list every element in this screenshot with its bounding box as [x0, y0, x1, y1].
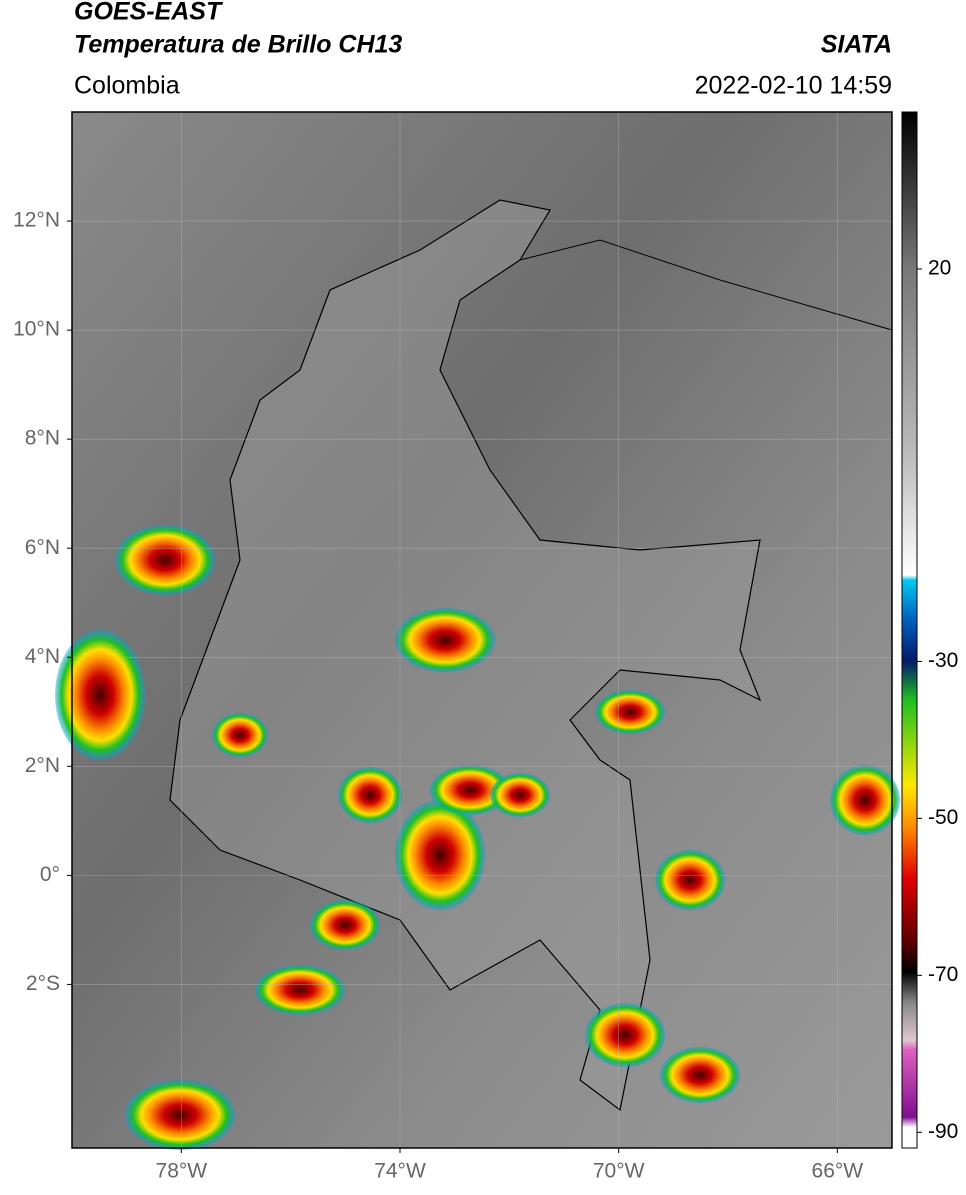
storm — [338, 767, 402, 823]
colorbar-tick-label: -50 — [928, 806, 958, 829]
map — [55, 112, 900, 1150]
colorbar — [901, 111, 918, 1149]
storm — [830, 765, 900, 835]
storm — [660, 1047, 740, 1103]
datetime: 2022-02-10 14:59 — [695, 72, 892, 100]
storm — [55, 630, 145, 760]
x-tick-label: 66°W — [812, 1160, 864, 1183]
y-tick-label: 8°N — [25, 427, 60, 450]
x-tick-label: 74°W — [374, 1160, 426, 1183]
storm — [212, 713, 268, 757]
y-tick-label: 2°N — [25, 754, 60, 777]
storm — [490, 773, 550, 817]
colorbar-tick-label: -30 — [928, 649, 958, 672]
colorbar-tick-label: -70 — [928, 963, 958, 986]
colorbar-tick-label: -90 — [928, 1120, 958, 1143]
y-tick-label: 4°N — [25, 645, 60, 668]
storm — [430, 765, 510, 815]
source: SIATA — [821, 31, 892, 59]
storm — [655, 850, 725, 910]
storm — [595, 690, 665, 734]
y-tick-label: 10°N — [13, 318, 60, 341]
y-tick-label: 2°S — [26, 972, 60, 995]
convective-clouds — [55, 525, 900, 1150]
y-tick-label: 12°N — [13, 209, 60, 232]
storm — [310, 900, 380, 950]
x-tick-label: 70°W — [593, 1160, 645, 1183]
storm — [395, 800, 485, 910]
storm — [115, 525, 215, 595]
storm — [585, 1003, 665, 1067]
storm — [125, 1080, 235, 1150]
storm — [255, 965, 345, 1015]
y-tick-label: 6°N — [25, 536, 60, 559]
x-tick-label: 78°W — [156, 1160, 208, 1183]
y-tick-label: 0° — [40, 863, 60, 886]
coastline — [519, 239, 893, 331]
region: Colombia — [74, 72, 180, 100]
title: GOES-EAST — [74, 0, 224, 26]
colorbar-tick-label: 20 — [928, 257, 951, 280]
title: Temperatura de Brillo CH13 — [74, 31, 402, 59]
map-frame — [71, 111, 893, 1149]
storm — [395, 608, 495, 672]
